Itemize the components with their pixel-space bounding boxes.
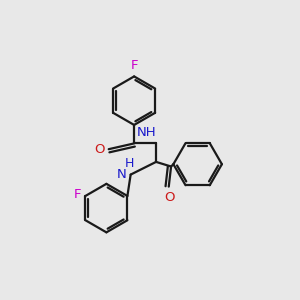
- Text: O: O: [165, 191, 175, 204]
- Text: F: F: [130, 59, 138, 72]
- Text: O: O: [94, 143, 104, 156]
- Text: N: N: [117, 168, 127, 181]
- Text: F: F: [74, 188, 81, 201]
- Text: NH: NH: [136, 126, 156, 139]
- Text: H: H: [125, 158, 134, 170]
